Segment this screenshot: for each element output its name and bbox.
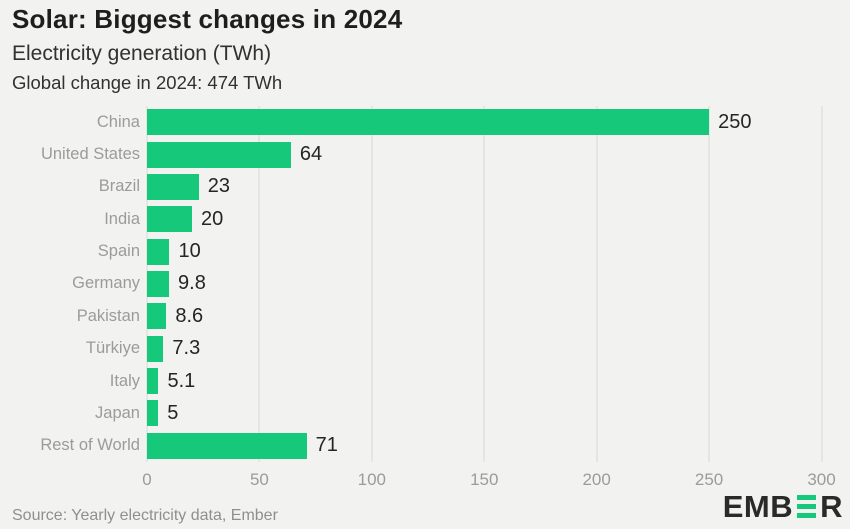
bar-track: 71 <box>147 432 826 459</box>
bar-row: Spain 10 <box>0 235 826 267</box>
gridline <box>483 106 485 462</box>
category-label: Pakistan <box>76 306 140 325</box>
chart-title: Solar: Biggest changes in 2024 <box>12 4 403 34</box>
bar <box>147 270 170 297</box>
category-label: Rest of World <box>40 436 140 455</box>
bar-track: 5 <box>147 400 826 427</box>
bar-track: 23 <box>147 173 826 200</box>
bar-track: 9.8 <box>147 270 826 297</box>
gridline <box>596 106 598 462</box>
x-tick-label: 200 <box>582 470 611 489</box>
bar <box>147 109 710 136</box>
bar <box>147 335 164 362</box>
value-label: 8.6 <box>175 304 204 327</box>
value-label: 64 <box>299 143 323 166</box>
gridline <box>258 106 260 462</box>
gridline <box>708 106 710 462</box>
bar-row: Türkiye 7.3 <box>0 333 826 365</box>
value-label: 7.3 <box>172 337 201 360</box>
x-tick-label: 150 <box>470 470 499 489</box>
bar <box>147 173 199 200</box>
value-label: 5 <box>167 401 179 424</box>
bar-row: Brazil 23 <box>0 171 826 203</box>
ember-logo-text-right: R <box>820 489 843 524</box>
bar-track: 20 <box>147 206 826 233</box>
source-text: Source: Yearly electricity data, Ember <box>12 507 278 524</box>
gridline <box>821 106 822 462</box>
category-label: Japan <box>95 403 140 422</box>
chart-annotation: Global change in 2024: 474 TWh <box>12 72 283 93</box>
bar-row: United States 64 <box>0 138 826 170</box>
bar-row: China 250 <box>0 106 826 138</box>
value-label: 250 <box>718 110 752 133</box>
bar <box>147 432 307 459</box>
x-tick-label: 0 <box>142 470 152 489</box>
x-tick-label: 250 <box>694 470 724 489</box>
value-label: 71 <box>315 434 338 457</box>
category-label: Brazil <box>98 177 140 196</box>
bar <box>147 368 159 395</box>
category-label: Italy <box>109 371 140 390</box>
value-label: 20 <box>200 207 224 230</box>
ember-logo: EMB R <box>723 491 843 522</box>
category-label: Germany <box>72 274 140 293</box>
bar-row: Japan 5 <box>0 397 826 429</box>
x-tick-label: 100 <box>357 470 387 489</box>
gridline <box>371 106 373 462</box>
bar-track: 64 <box>147 141 826 168</box>
ember-logo-text-left: EMB <box>722 489 794 524</box>
bar <box>147 303 167 330</box>
bar-row: Germany 9.8 <box>0 268 826 300</box>
category-label: China <box>96 112 140 131</box>
bar <box>147 206 192 233</box>
bar <box>147 141 291 168</box>
bar-row: Pakistan 8.6 <box>0 300 826 332</box>
bar-track: 250 <box>147 109 826 136</box>
category-label: Türkiye <box>85 339 140 358</box>
bar-track: 8.6 <box>147 303 826 330</box>
bar-track: 7.3 <box>147 335 826 362</box>
bar-row: Rest of World 71 <box>0 430 826 462</box>
value-label: 5.1 <box>167 369 196 392</box>
chart-header: Solar: Biggest changes in 2024 Electrici… <box>12 4 402 94</box>
bar-track: 10 <box>147 238 826 265</box>
value-label: 9.8 <box>178 272 206 295</box>
x-tick-label: 300 <box>807 470 836 489</box>
bar-track: 5.1 <box>147 368 826 395</box>
value-label: 23 <box>207 175 230 198</box>
category-label: United States <box>40 145 140 164</box>
value-label: 10 <box>178 240 201 263</box>
bar-rows: China 250 United States 64 Brazil 23 India 20 Sp… <box>0 106 826 462</box>
x-tick-label: 50 <box>249 470 269 489</box>
bar-row: India 20 <box>0 203 826 235</box>
x-axis: 0 50 100 150 200 250 300 <box>142 468 835 494</box>
category-label: Spain <box>97 242 140 261</box>
bar-row: Italy 5.1 <box>0 365 826 397</box>
bar <box>147 238 170 265</box>
chart-subtitle: Electricity generation (TWh) <box>12 42 272 65</box>
ember-logo-green-e-icon <box>797 495 817 519</box>
category-label: India <box>104 209 140 228</box>
bar <box>147 400 159 427</box>
